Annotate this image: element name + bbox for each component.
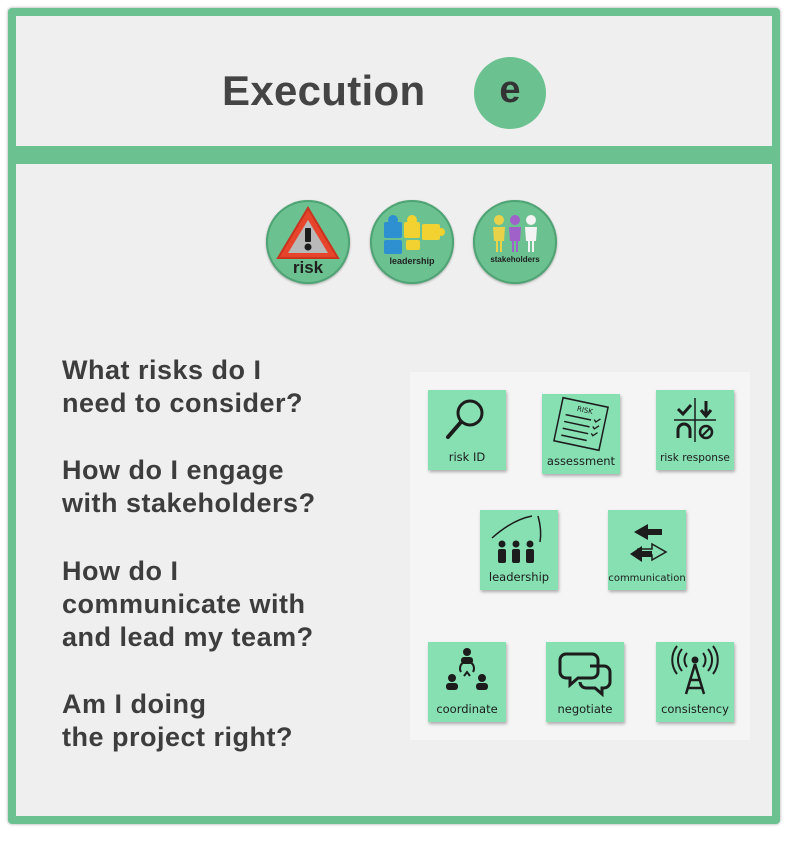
coordinate-people-icon [446, 648, 488, 690]
question-stakeholders: How do I engage with stakeholders? [62, 455, 316, 518]
arrows-exchange-icon [630, 524, 668, 562]
note-label: consistency [661, 702, 729, 716]
people-icon [493, 215, 537, 252]
broadcast-tower-icon [671, 645, 719, 695]
note-leadership: leadership [480, 510, 558, 590]
speech-bubbles-icon [558, 652, 612, 698]
magnifier-icon [446, 399, 484, 439]
badge-label-leadership: leadership [389, 256, 435, 266]
response-grid-icon [674, 398, 716, 442]
note-label: communication [608, 573, 686, 584]
note-label: risk response [660, 452, 730, 464]
puzzle-pieces-icon [384, 215, 445, 254]
question-communicate: How do I communicate with and lead my te… [62, 556, 314, 652]
checklist-icon: RISK [553, 396, 609, 452]
note-negotiate: negotiate [546, 642, 624, 722]
title-badge: e [474, 57, 546, 129]
note-coordinate: coordinate [428, 642, 506, 722]
note-label: coordinate [436, 702, 498, 716]
badge-leadership: leadership [370, 200, 454, 284]
note-communication: communication [608, 510, 686, 590]
team-growth-icon [491, 515, 542, 563]
checklist-heading: RISK [576, 405, 594, 416]
badge-label-stakeholders: stakeholders [490, 255, 540, 264]
badge-stakeholders: stakeholders [473, 200, 557, 284]
page-title: Execution [222, 67, 426, 114]
note-label: negotiate [557, 702, 613, 716]
note-consistency: consistency [656, 642, 734, 722]
note-label: risk ID [448, 450, 486, 464]
warning-triangle-icon [276, 206, 340, 259]
badge-risk: risk [266, 200, 350, 284]
question-risks: What risks do I need to consider? [62, 355, 304, 418]
note-risk-id: risk ID [428, 390, 506, 470]
note-assessment: RISK assessment [542, 394, 620, 474]
note-label: assessment [546, 454, 616, 468]
header-panel [16, 16, 772, 146]
badge-label-risk: risk [292, 258, 324, 277]
question-doing-right: Am I doing the project right? [62, 689, 293, 752]
note-risk-response: risk response [656, 390, 734, 470]
note-label: leadership [488, 570, 550, 584]
